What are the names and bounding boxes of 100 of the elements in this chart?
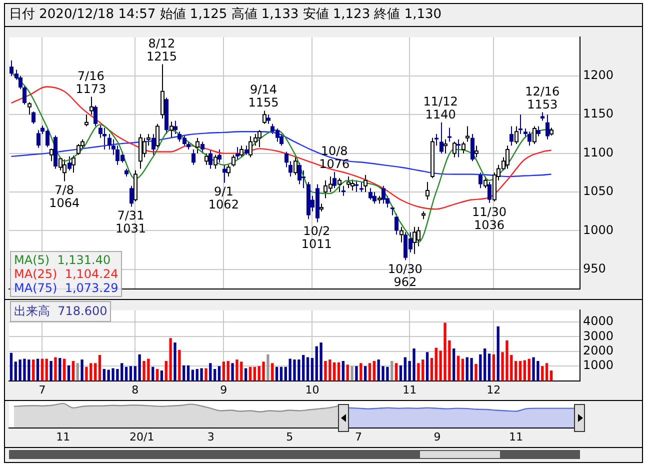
y-tick-label: 950 [583,262,606,276]
bar [174,342,176,381]
candlestick [266,114,270,124]
candlestick [152,133,156,156]
candlestick [360,181,364,193]
candlestick [382,185,386,204]
bar [372,360,376,381]
bar [54,357,57,381]
y-tick-label: 1100 [583,145,614,160]
candlestick [470,133,474,162]
x-tick-label: 11 [402,383,417,396]
candlestick [394,213,398,236]
bar [85,366,88,381]
bar [355,366,358,381]
bar [72,360,75,381]
bar [461,358,464,381]
bar [67,365,70,381]
bar [200,368,203,381]
bar [320,342,322,381]
candlestick [208,148,212,170]
y-tick-label: 1050 [583,184,614,198]
candlestick [546,114,550,140]
candlestick [368,188,372,200]
candlestick [102,127,106,150]
candlestick [488,181,492,204]
bar [528,358,530,381]
candlestick [236,146,240,160]
candlestick [536,126,540,137]
bar [346,364,349,381]
bar [496,326,500,381]
candlestick [218,148,222,164]
candlestick [434,133,438,146]
bar [337,362,340,381]
y-tick-label: 1200 [583,68,614,82]
x-tick-label: 20/1 [130,430,154,444]
bar [178,350,181,381]
text: MA(5) 1,131.40 [14,253,112,267]
bar [324,360,327,381]
bar [124,366,128,381]
bar [404,357,406,381]
bar [523,360,526,381]
x-tick-label: 7 [354,430,362,444]
bar [412,348,416,381]
bar [236,359,238,381]
candlestick [456,138,460,158]
bar [186,365,190,381]
bar [45,358,48,381]
bar [474,364,478,381]
bar [102,369,106,381]
x-tick-label: 11 [509,430,524,444]
annotation: 9/14 1155 [248,82,279,110]
candlestick [10,60,14,76]
bar [248,366,252,381]
bar [399,365,402,381]
candlestick [342,185,346,196]
bar [160,370,164,381]
y-tick-label: 4000 [583,314,614,328]
bar [58,358,62,381]
bar [342,360,345,381]
bar [218,366,221,381]
bar [364,366,367,381]
bar [550,370,553,381]
bar [226,360,230,381]
candlestick [448,127,452,142]
bar [452,348,456,381]
annotation: 7/31 1031 [115,208,146,236]
y-tick-label: 1000 [583,358,614,372]
bar [394,363,398,381]
bar [280,366,283,381]
candlestick [390,205,394,216]
annotation: 11/30 1036 [472,204,507,232]
candlestick [36,130,40,148]
bar [350,366,354,381]
candlestick [332,171,336,189]
annotation: 9/1 1062 [208,184,239,212]
candlestick [478,172,482,189]
x-tick-label: 12 [486,383,501,396]
bar [152,366,154,381]
annotation: 7/16 1173 [76,68,106,96]
candlestick [298,162,302,185]
bar [271,363,274,381]
annotation: 8/12 1215 [146,36,177,64]
y-tick-label: 1150 [583,106,614,121]
bar [430,358,434,381]
bar [129,366,132,381]
bar [426,352,429,381]
bar [32,359,35,381]
bar [231,363,234,381]
bar [470,358,473,381]
candlestick [528,131,532,146]
bar [36,358,40,381]
bar [484,348,486,381]
bar [360,363,362,381]
candlestick [222,164,226,184]
x-tick-label: 11 [56,430,70,444]
candlestick [440,122,444,154]
candlestick [354,180,358,193]
bar [63,358,66,381]
bar [214,369,216,381]
bar [80,359,84,381]
